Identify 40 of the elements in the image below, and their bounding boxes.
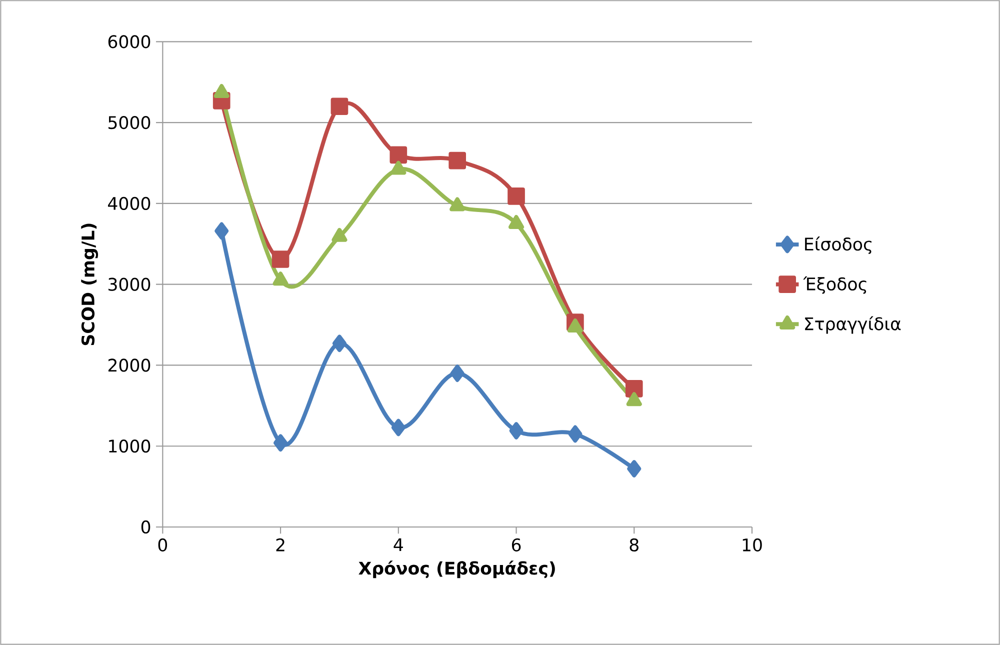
legend-label: Είσοδος — [805, 236, 872, 254]
x-tick-label: 4 — [394, 538, 403, 551]
point — [332, 228, 348, 242]
y-tick-label: 2000 — [108, 358, 150, 372]
x-tick-label: 6 — [512, 538, 521, 552]
point — [214, 84, 230, 98]
point — [450, 197, 466, 212]
point — [625, 380, 643, 398]
point — [272, 272, 288, 286]
y-axis-title: SCOD (mg/L) — [81, 224, 98, 346]
y-tick-label: 5000 — [108, 116, 150, 130]
y-tick-label: 6000 — [108, 35, 150, 48]
legend-label: Έξοδος — [803, 276, 866, 294]
point — [627, 460, 642, 478]
y-tick-label: 1000 — [109, 440, 150, 453]
point — [274, 434, 288, 452]
x-tick-label: 2 — [276, 538, 284, 552]
point — [390, 160, 406, 175]
point — [509, 422, 524, 440]
x-tick-label: 0 — [158, 538, 168, 552]
point — [568, 425, 582, 443]
y-tick-label: 0 — [141, 520, 150, 534]
point — [448, 152, 466, 170]
x-axis-title: Χρόνος (Εβδομάδες) — [358, 560, 555, 578]
point — [332, 334, 346, 352]
x-tick-label: 8 — [630, 538, 638, 552]
point — [214, 222, 229, 240]
point — [450, 364, 464, 382]
point — [567, 318, 583, 333]
y-tick-label: 4000 — [108, 196, 150, 210]
point — [391, 418, 406, 436]
point — [508, 187, 525, 205]
x-tick-label: 10 — [742, 538, 762, 552]
point — [390, 146, 408, 164]
point — [626, 392, 642, 406]
y-tick-label: 3000 — [108, 278, 150, 291]
point — [508, 214, 524, 229]
point — [330, 98, 348, 116]
legend-label: Στραγγίδια — [805, 316, 901, 334]
point — [272, 250, 290, 268]
